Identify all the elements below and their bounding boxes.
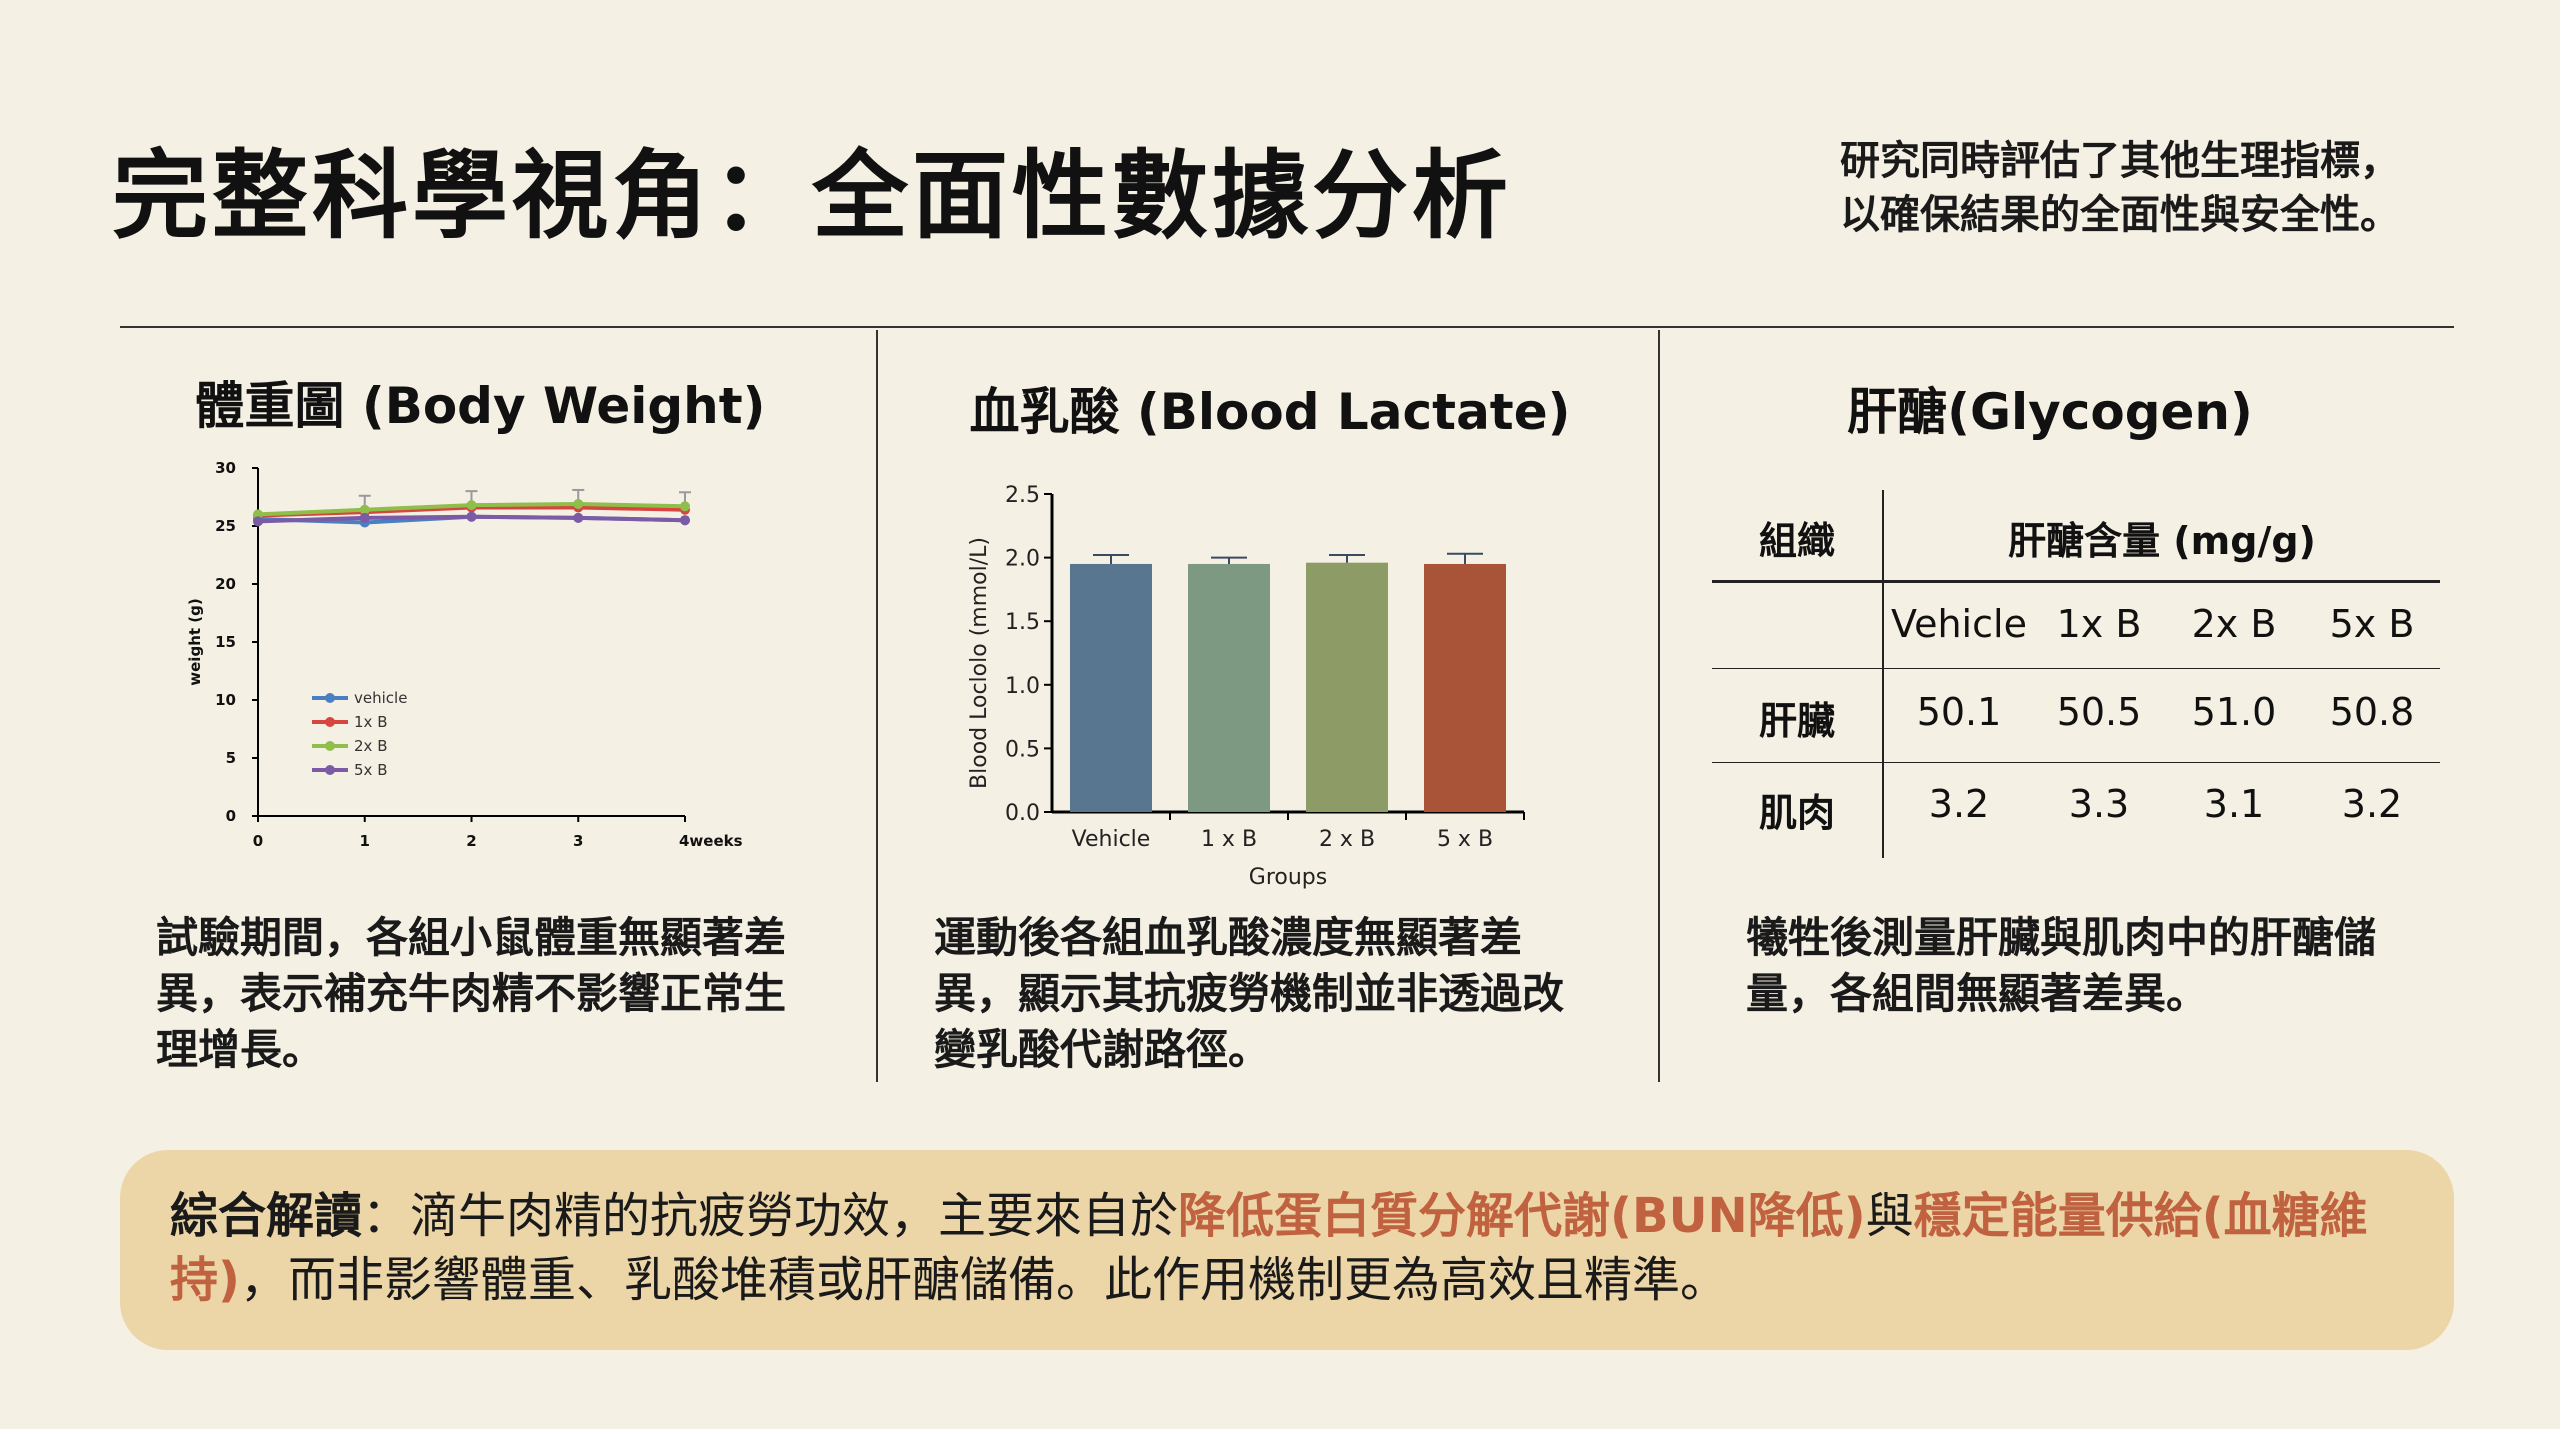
table-group-vehicle: Vehicle <box>1891 602 2027 646</box>
table-header-content: 肝醣含量 (mg/g) <box>2008 519 2316 563</box>
y-tick-label: 1.5 <box>1005 610 1040 635</box>
y-tick-label: 0.0 <box>1005 801 1040 826</box>
x-tick-label: 3 <box>573 832 583 850</box>
table-row-liver-label: 肝臟 <box>1758 699 1835 743</box>
blood-lactate-chart: 0.0 0.5 1.0 1.5 2.0 2.5 Vehicle 1 x B 2 x B 5 x B… <box>967 483 1525 890</box>
table-cell: 50.1 <box>1916 690 2002 734</box>
data-point <box>680 501 690 512</box>
x-tick-label: 1 <box>360 832 370 850</box>
y-tick-label: 15 <box>215 633 236 651</box>
y-tick-label: 2.5 <box>1005 483 1040 508</box>
subtitle-line-1: 研究同時評估了其他生理指標， <box>1840 138 2400 184</box>
summary-text-2: 與 <box>1865 1188 1914 1244</box>
page-title: 完整科學視角：全面性數據分析 <box>112 139 1512 252</box>
bar-0 <box>1070 563 1152 812</box>
table-vertical-rule <box>1882 490 1884 858</box>
data-point <box>253 516 263 527</box>
page-subtitle: 研究同時評估了其他生理指標， 以確保結果的全面性與安全性。 <box>1840 134 2480 242</box>
table-cell: 51.0 <box>2191 690 2277 734</box>
body-weight-description: 試驗期間，各組小鼠體重無顯著差異，表示補充牛肉精不影響正常生理增長。 <box>156 913 787 1074</box>
data-point <box>466 500 477 511</box>
y-tick-label: 20 <box>215 575 236 593</box>
y-tick-label: 2.0 <box>1005 547 1040 572</box>
table-rule <box>1712 668 2440 669</box>
table-cell: 3.3 <box>2068 782 2130 826</box>
table-cell: 3.2 <box>2341 782 2403 826</box>
legend-marker <box>325 717 335 727</box>
glycogen-description: 犧牲後測量肝臟與肌肉中的肝醣儲量，各組間無顯著差異。 <box>1746 913 2377 1018</box>
y-tick-label: 10 <box>215 691 236 709</box>
column-divider-1 <box>876 330 878 1082</box>
bar-3 <box>1424 563 1506 812</box>
top-divider <box>120 326 2454 328</box>
table-cell: 3.1 <box>2203 782 2265 826</box>
y-axis-label: Blood Loclolo (mmol/L) <box>967 537 992 789</box>
data-point <box>573 498 584 509</box>
data-point <box>359 512 370 523</box>
summary-separator: ： <box>362 1188 411 1244</box>
y-tick-label: 5 <box>226 749 236 767</box>
legend-entry: 1x B <box>354 713 387 731</box>
table-cell: 50.5 <box>2056 690 2142 734</box>
x-tick-label: 0 <box>253 832 263 850</box>
table-cell: 3.2 <box>1928 782 1990 826</box>
data-point <box>253 509 263 520</box>
table-header-tissue: 組織 <box>1758 519 1835 563</box>
table-group-1x: 1x B <box>2056 602 2142 646</box>
y-tick-label: 0 <box>226 807 236 825</box>
data-point <box>466 511 477 522</box>
x-tick-label: 2 <box>466 832 476 850</box>
blood-lactate-description: 運動後各組血乳酸濃度無顯著差異，顯示其抗疲勞機制並非透過改變乳酸代謝路徑。 <box>934 913 1565 1074</box>
summary-lead: 綜合解讀 <box>170 1188 363 1244</box>
x-tick-label: 5 x B <box>1437 827 1493 852</box>
bar-2 <box>1306 562 1388 812</box>
x-tick-label: 2 x B <box>1319 827 1375 852</box>
x-axis-label: Groups <box>1249 865 1327 890</box>
summary-highlight-1: 降低蛋白質分解代謝(BUN降低) <box>1178 1188 1866 1244</box>
table-group-2x: 2x B <box>2191 602 2277 646</box>
table-rule <box>1712 762 2440 763</box>
legend-marker <box>325 693 335 703</box>
data-point <box>680 515 690 526</box>
summary-text-1: 滴牛肉精的抗疲勞功效，主要來自於 <box>410 1188 1179 1244</box>
summary-box: 綜合解讀：滴牛肉精的抗疲勞功效，主要來自於降低蛋白質分解代謝(BUN降低)與穩定… <box>120 1150 2454 1350</box>
summary-text-3: ，而非影響體重、乳酸堆積或肝醣儲備。此作用機制更為高效且精準。 <box>239 1252 1728 1308</box>
summary-text: 綜合解讀：滴牛肉精的抗疲勞功效，主要來自於降低蛋白質分解代謝(BUN降低)與穩定… <box>170 1184 2430 1312</box>
blood-lactate-title: 血乳酸 (Blood Lactate) <box>969 383 1571 441</box>
table-row-muscle-label: 肌肉 <box>1758 791 1835 835</box>
y-axis-label: weight (g) <box>186 598 204 685</box>
data-point <box>573 512 584 523</box>
y-tick-label: 1.0 <box>1005 674 1040 699</box>
legend-entry: vehicle <box>354 689 407 707</box>
x-tick-label: 1 x B <box>1201 827 1257 852</box>
summary-highlight-2: 穩定能量供給(血糖維持) <box>170 1188 2368 1308</box>
table-group-5x: 5x B <box>2329 602 2415 646</box>
subtitle-line-2: 以確保結果的全面性與安全性。 <box>1840 192 2400 238</box>
column-divider-2 <box>1658 330 1660 1082</box>
legend-entry: 5x B <box>354 761 387 779</box>
body-weight-chart: 0 5 10 15 20 25 30 0 1 2 3 4weeks weight (g) vehicle 1… <box>186 459 743 850</box>
legend-entry: 2x B <box>354 737 387 755</box>
y-tick-label: 0.5 <box>1005 737 1040 762</box>
body-weight-title: 體重圖 (Body Weight) <box>194 377 766 435</box>
table-header-rule <box>1712 580 2440 583</box>
bar-1 <box>1188 563 1270 812</box>
table-cell: 50.8 <box>2329 690 2415 734</box>
legend-marker <box>325 741 335 751</box>
x-tick-label: Vehicle <box>1072 827 1151 852</box>
glycogen-title: 肝醣(Glycogen) <box>1847 383 2253 441</box>
y-tick-label: 25 <box>215 517 236 535</box>
legend-marker <box>325 765 335 775</box>
data-point <box>359 504 370 515</box>
y-tick-label: 30 <box>215 459 236 477</box>
x-tick-label: 4weeks <box>679 832 743 850</box>
